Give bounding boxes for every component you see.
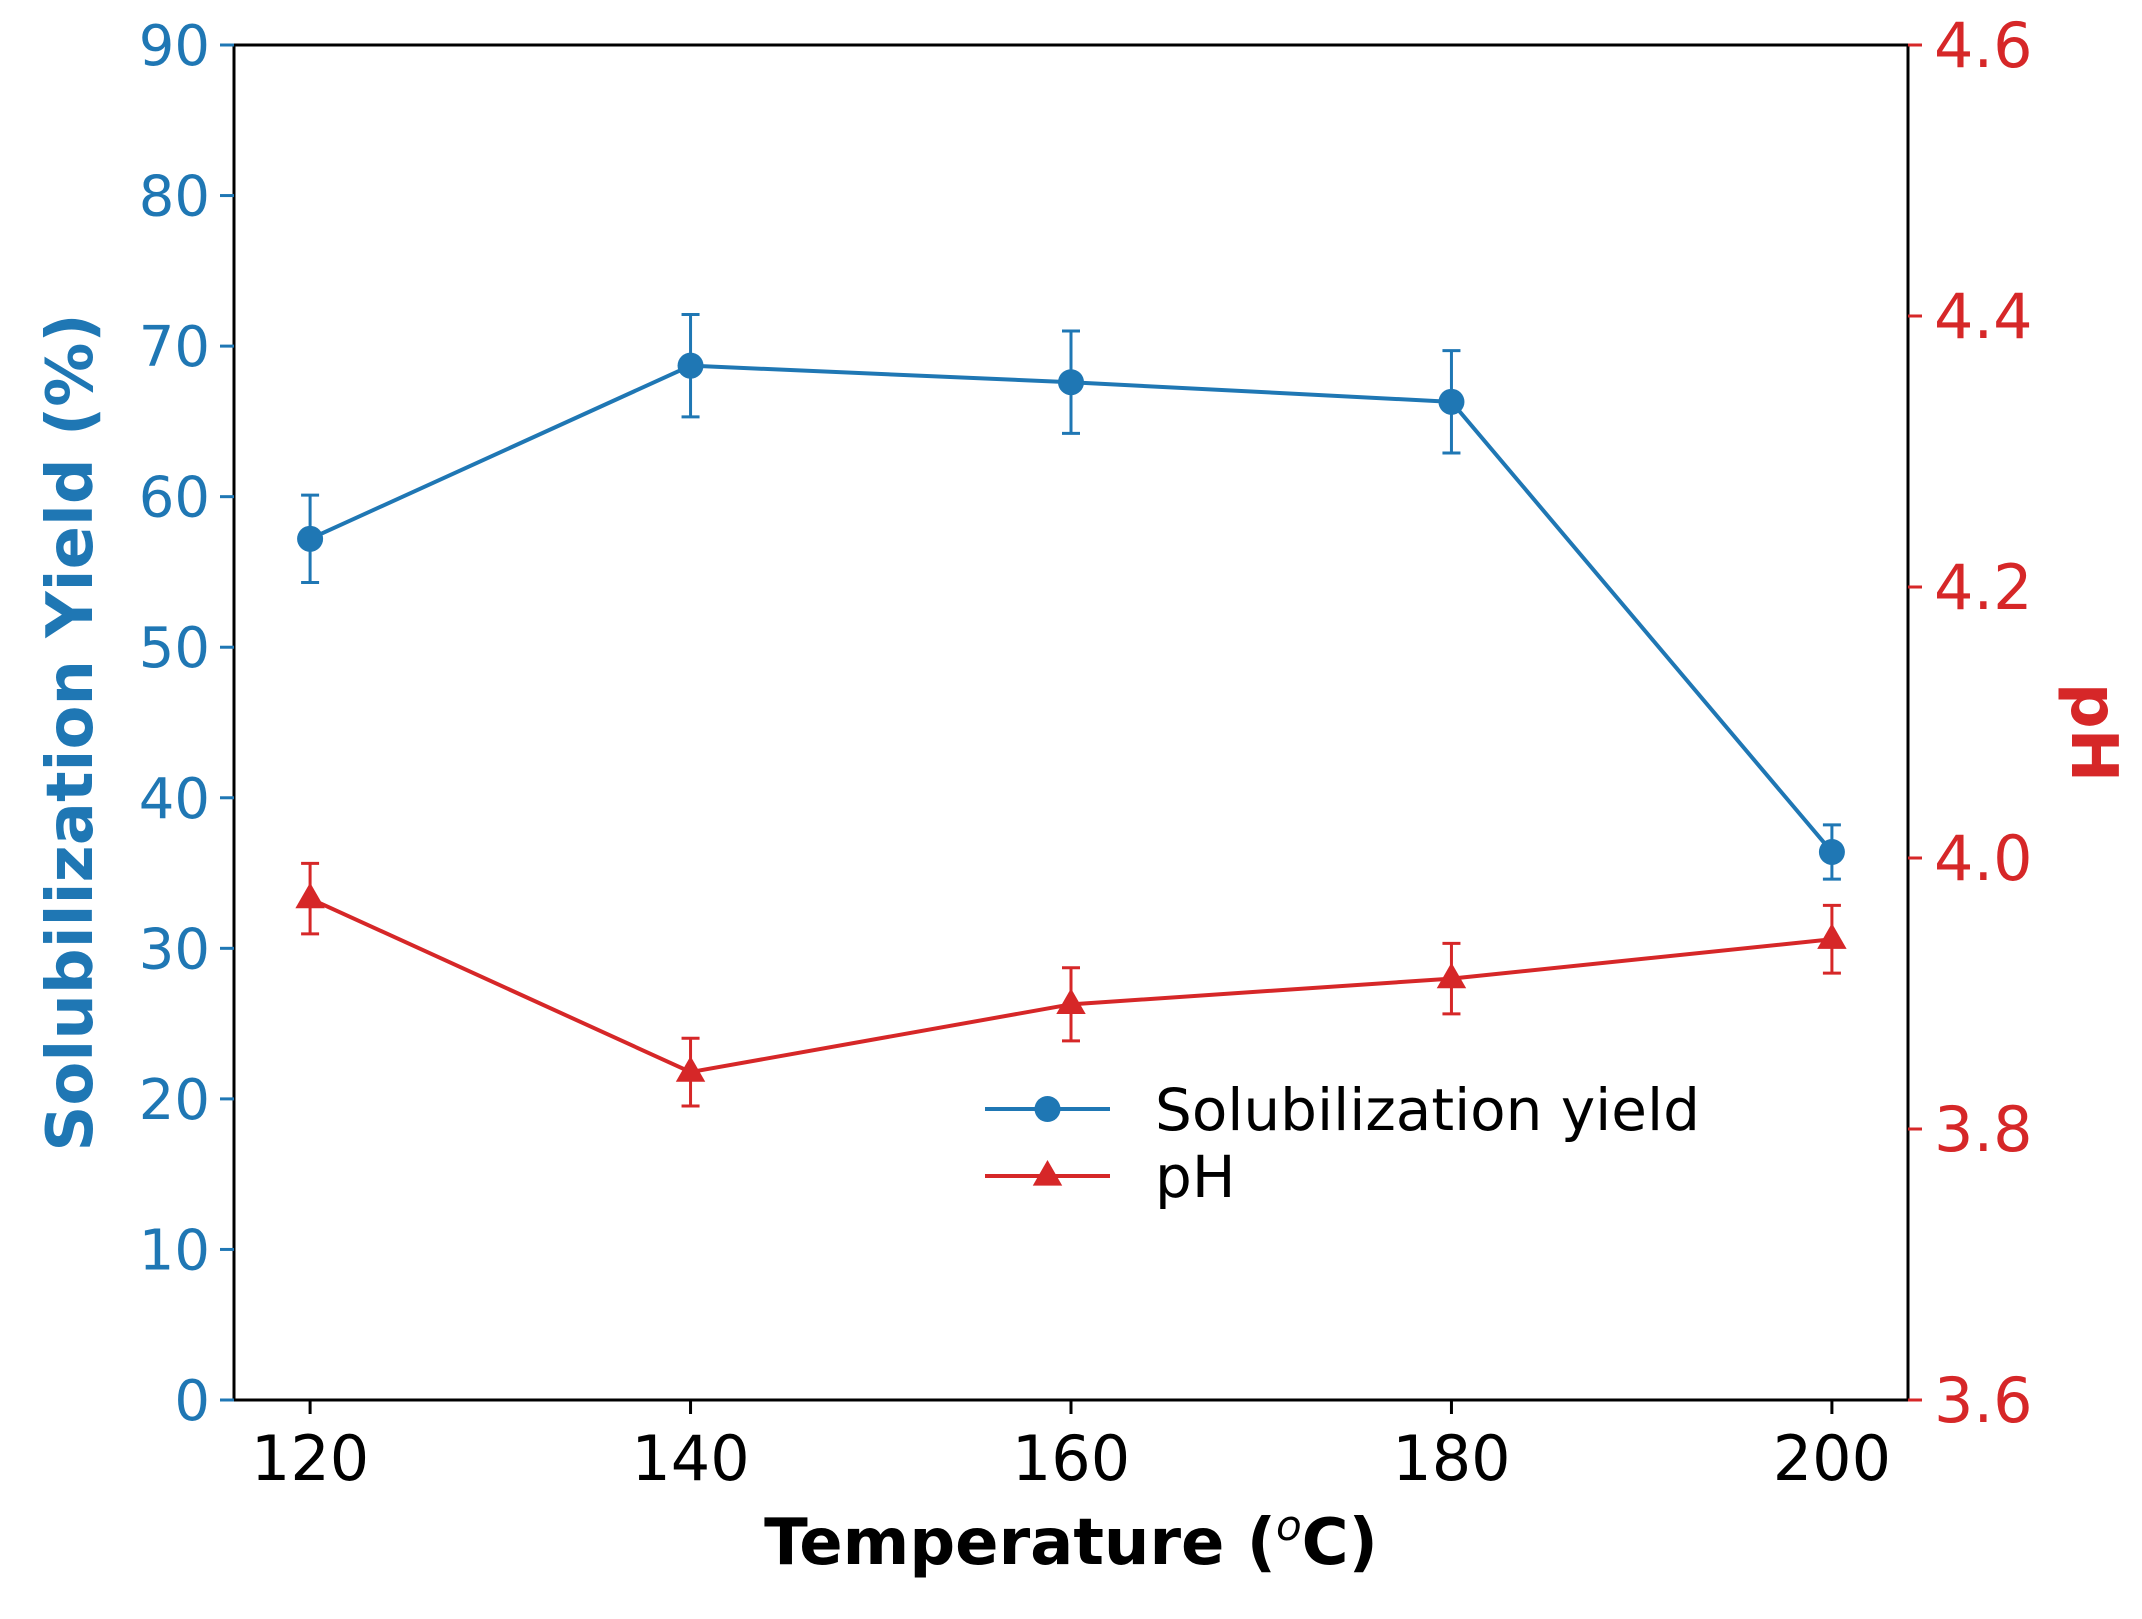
right-y-tick-label: 3.8: [1934, 1093, 2033, 1166]
right-y-tick-label: 4.0: [1934, 822, 2033, 895]
axes-group: 0 10 20 30 40 50 60 70 80 90 3.6 3.8 4.0 4.2 4.4 4.6 120…: [139, 9, 2033, 1495]
left-y-tick-label: 0: [174, 1369, 210, 1434]
legend-marker-circle: [1034, 1096, 1061, 1122]
x-axis-title-superscript: o: [1276, 1501, 1302, 1550]
x-tick-label: 120: [251, 1422, 369, 1495]
series-group: [295, 312, 1847, 1108]
series-line-solubilization-yield: [309, 363, 1834, 854]
data-point-solubilization-yield: [1818, 838, 1845, 865]
left-y-tick-label: 80: [139, 165, 210, 230]
data-point-ph: [675, 1056, 706, 1082]
data-point-solubilization-yield: [677, 352, 704, 379]
x-tick-label: 200: [1773, 1422, 1891, 1495]
left-y-tick-label: 60: [139, 466, 210, 531]
x-tick-label: 140: [631, 1422, 749, 1495]
left-y-tick-label: 30: [139, 917, 210, 982]
right-y-axis-title: pH: [2056, 683, 2130, 782]
plot-frame: [232, 43, 1910, 1402]
legend-label-solubilization-yield: Solubilization yield: [1155, 1076, 1700, 1144]
x-axis-title-main: Temperature (: [764, 1506, 1276, 1580]
data-point-ph: [1817, 923, 1847, 949]
left-y-tick-label: 20: [139, 1068, 210, 1133]
x-tick-label: 160: [1012, 1422, 1130, 1495]
x-axis-title-end: C): [1302, 1506, 1378, 1580]
legend-marker-triangle: [1032, 1160, 1063, 1186]
x-axis-title: Temperature (oC): [764, 1501, 1378, 1580]
data-point-ph: [1056, 988, 1086, 1014]
left-y-tick-label: 70: [139, 315, 210, 380]
right-y-tick-label: 4.4: [1934, 280, 2033, 353]
data-point-ph: [295, 882, 325, 909]
left-y-tick-label: 50: [139, 616, 210, 681]
right-y-tick-label: 4.6: [1934, 9, 2033, 82]
legend: Solubilization yield pH: [985, 1076, 1700, 1211]
right-y-tick-label: 4.2: [1934, 551, 2033, 624]
data-point-ph: [1436, 962, 1467, 989]
legend-label-ph: pH: [1155, 1143, 1235, 1211]
data-point-solubilization-yield: [1438, 388, 1465, 415]
data-point-solubilization-yield: [1058, 369, 1084, 396]
left-y-tick-label: 40: [139, 767, 210, 832]
left-y-tick-label: 10: [139, 1218, 210, 1283]
x-tick-label: 180: [1392, 1422, 1510, 1495]
right-y-tick-label: 3.6: [1934, 1364, 2033, 1437]
data-point-solubilization-yield: [297, 525, 324, 552]
left-y-axis-title: Solubilization Yield (%): [34, 313, 108, 1151]
left-y-tick-label: 90: [139, 14, 210, 79]
